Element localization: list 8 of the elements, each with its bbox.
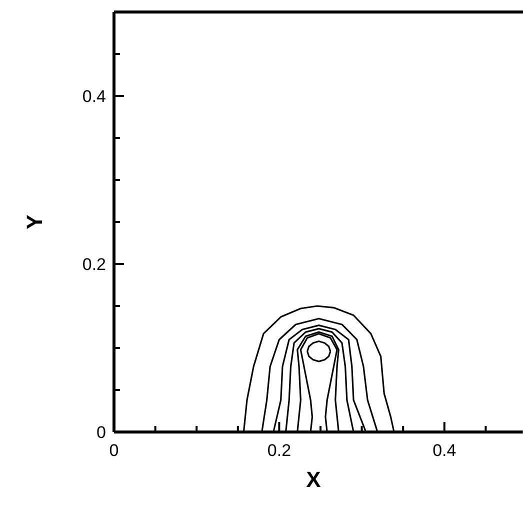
x-axis-title: X: [306, 467, 322, 492]
y-tick-label: 0.4: [82, 86, 106, 106]
y-tick-label: 0.2: [82, 254, 106, 274]
y-axis-title: Y: [22, 214, 47, 230]
y-tick-label: 0: [96, 422, 106, 442]
x-tick-label: 0.2: [267, 441, 292, 460]
x-tick-label: 0: [109, 441, 119, 460]
x-tick-label: 0.4: [432, 441, 456, 460]
